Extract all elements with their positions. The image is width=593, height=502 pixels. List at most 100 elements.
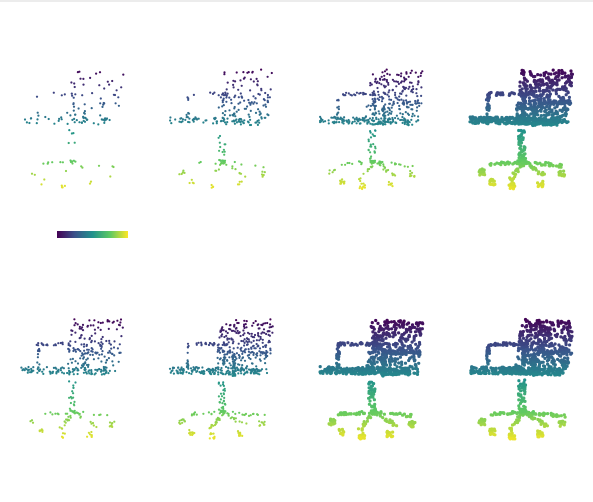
point — [42, 368, 45, 371]
point — [368, 117, 372, 120]
point — [43, 178, 46, 181]
point — [71, 390, 74, 393]
point — [264, 116, 267, 119]
point — [247, 348, 250, 351]
point — [359, 179, 362, 183]
point — [200, 341, 203, 344]
point — [355, 91, 358, 94]
point — [219, 347, 222, 350]
point — [333, 421, 337, 425]
point — [81, 94, 84, 97]
point — [233, 96, 236, 99]
point — [41, 370, 44, 373]
point — [386, 72, 389, 75]
point — [222, 381, 225, 384]
point — [190, 413, 194, 416]
point — [562, 364, 567, 368]
point — [29, 117, 32, 120]
point — [543, 333, 547, 337]
point — [559, 102, 563, 106]
point — [521, 353, 525, 357]
point — [512, 342, 516, 346]
point — [536, 181, 540, 185]
point — [255, 102, 258, 105]
point — [378, 162, 381, 165]
point — [555, 351, 560, 356]
point — [407, 106, 410, 109]
point — [546, 119, 550, 123]
point — [36, 118, 39, 121]
point — [532, 113, 536, 117]
point — [111, 360, 114, 363]
point — [91, 348, 94, 351]
point — [369, 108, 372, 111]
point — [552, 358, 556, 362]
point — [197, 366, 200, 369]
point — [530, 333, 534, 337]
point — [551, 68, 555, 72]
point — [529, 164, 533, 168]
point — [387, 91, 390, 94]
point — [387, 95, 390, 98]
point — [259, 424, 262, 427]
point — [82, 356, 85, 359]
point — [552, 112, 556, 116]
point — [545, 86, 549, 90]
point — [540, 367, 544, 371]
point — [263, 357, 266, 360]
point — [244, 175, 247, 178]
point — [570, 330, 574, 334]
point — [409, 346, 414, 350]
point — [51, 370, 55, 373]
point — [188, 181, 191, 185]
point — [327, 122, 330, 125]
point — [222, 389, 225, 392]
point — [255, 121, 258, 124]
point — [237, 108, 240, 111]
point — [369, 165, 372, 168]
point — [372, 100, 375, 103]
point — [241, 356, 245, 359]
point — [217, 366, 220, 369]
point — [72, 392, 75, 395]
point — [402, 319, 406, 323]
point — [488, 178, 492, 182]
point — [74, 322, 77, 325]
point — [244, 323, 247, 326]
point — [398, 325, 402, 329]
point — [243, 326, 246, 330]
point — [256, 123, 259, 126]
point — [222, 148, 225, 151]
point — [362, 93, 365, 96]
point — [76, 369, 79, 372]
point — [477, 116, 481, 120]
point — [120, 335, 123, 338]
point — [220, 328, 223, 332]
point — [396, 348, 400, 352]
point — [207, 411, 210, 414]
point — [202, 412, 205, 415]
point — [548, 369, 553, 373]
point — [365, 105, 368, 108]
point — [407, 367, 411, 371]
point — [479, 371, 483, 376]
point — [369, 93, 372, 96]
point — [249, 414, 252, 417]
point — [415, 367, 419, 371]
point — [61, 366, 64, 369]
point — [386, 110, 389, 113]
point — [212, 432, 215, 435]
point — [518, 336, 522, 341]
point — [370, 370, 374, 374]
point — [257, 108, 260, 111]
point — [395, 371, 399, 376]
point — [231, 120, 234, 123]
point — [372, 119, 375, 122]
point — [552, 72, 557, 76]
point — [244, 107, 248, 110]
point — [231, 167, 234, 170]
point — [28, 121, 31, 125]
point — [536, 162, 540, 166]
point — [259, 359, 262, 362]
point — [83, 343, 86, 346]
